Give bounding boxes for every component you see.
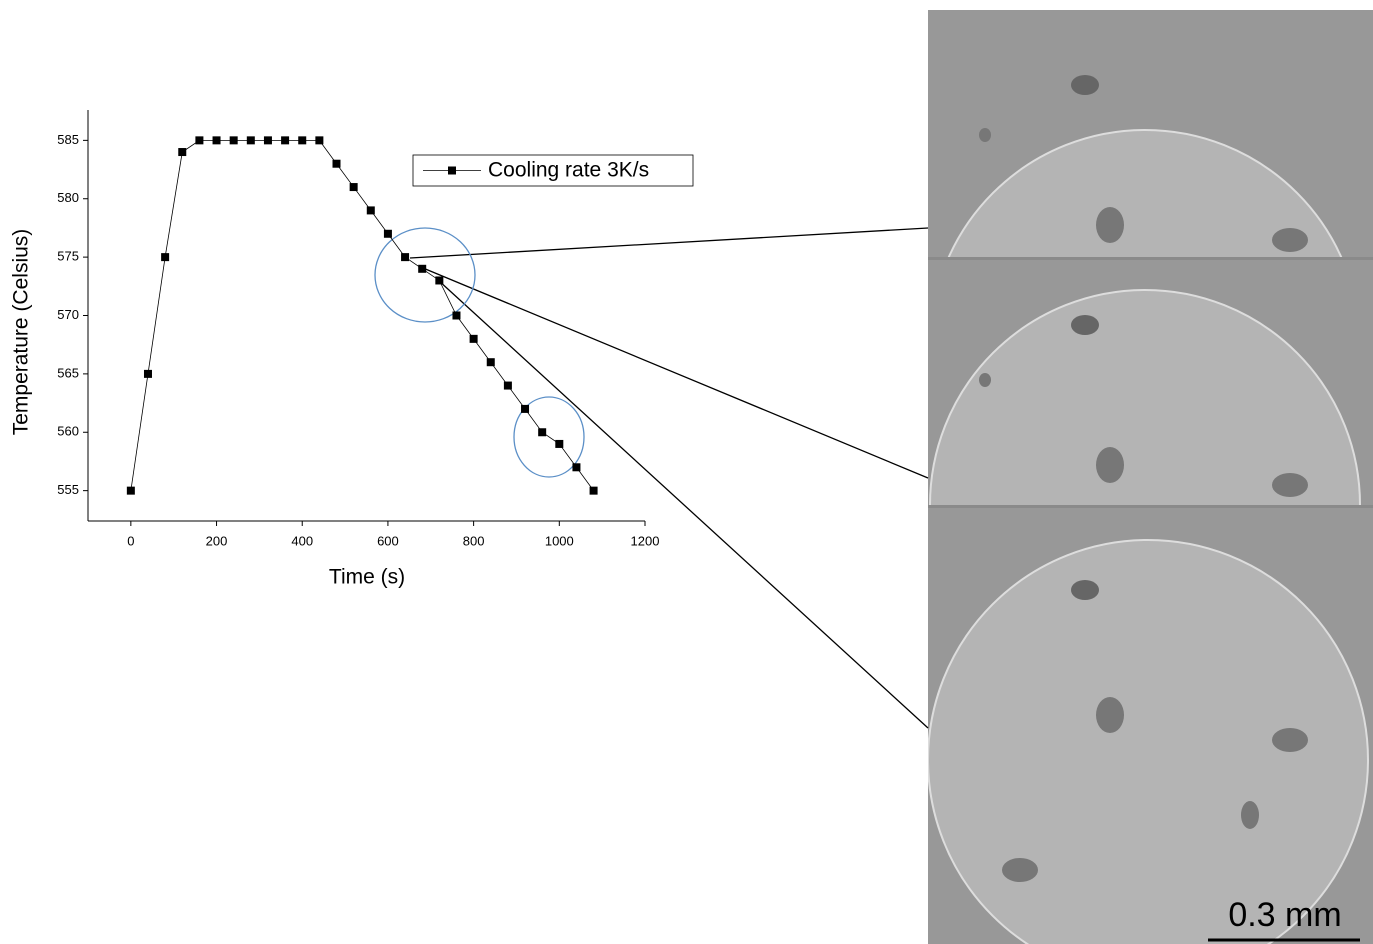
y-tick-label: 585: [57, 132, 79, 147]
legend-marker: [448, 166, 456, 175]
y-tick-label: 580: [57, 190, 79, 205]
data-point: [126, 486, 135, 495]
data-point: [383, 229, 392, 238]
data-point: [538, 428, 547, 437]
data-point: [246, 136, 255, 145]
data-point: [349, 183, 358, 192]
tomography-panels: 0.3 mm: [928, 10, 1373, 944]
x-axis-label: Time (s): [329, 566, 405, 589]
data-point: [521, 404, 530, 413]
data-point: [452, 311, 461, 320]
zoom-connectors: [409, 227, 929, 729]
data-point: [263, 136, 272, 145]
legend-label: Cooling rate 3K/s: [488, 159, 649, 182]
x-tick-label: 400: [291, 533, 313, 548]
highlight-circle: [374, 227, 476, 323]
x-tick-label: 0: [127, 533, 134, 548]
data-point: [332, 159, 341, 168]
data-point: [281, 136, 290, 145]
y-tick-label: 575: [57, 249, 79, 264]
highlight-circle: [513, 396, 585, 478]
data-point: [143, 369, 152, 378]
data-point: [366, 206, 375, 215]
data-point: [486, 358, 495, 367]
data-point: [589, 486, 598, 495]
data-point: [469, 334, 478, 343]
data-point: [401, 253, 410, 262]
data-point: [315, 136, 324, 145]
panel-top: [947, 75, 1343, 258]
x-tick-label: 600: [377, 533, 399, 548]
y-tick-label: 560: [57, 424, 79, 439]
data-point: [503, 381, 512, 390]
y-axis-label: Temperature (Celsius): [10, 229, 33, 436]
data-point: [555, 439, 564, 448]
data-point: [435, 276, 444, 285]
x-tick-label: 200: [206, 533, 228, 548]
data-point: [212, 136, 221, 145]
x-tick-label: 1200: [631, 533, 660, 548]
data-point: [229, 136, 238, 145]
data-point: [161, 253, 170, 262]
y-tick-label: 555: [57, 482, 79, 497]
y-tick-label: 565: [57, 365, 79, 380]
x-tick-label: 800: [463, 533, 485, 548]
y-tick-label: 570: [57, 307, 79, 322]
series-line: [130, 139, 594, 491]
data-point: [178, 148, 187, 157]
data-point: [195, 136, 204, 145]
data-point: [572, 463, 581, 472]
data-point: [418, 264, 427, 273]
panel-bottom: [928, 539, 1369, 944]
x-tick-label: 1000: [545, 533, 574, 548]
scale-label: 0.3 mm: [1228, 896, 1341, 934]
data-point: [298, 136, 307, 145]
